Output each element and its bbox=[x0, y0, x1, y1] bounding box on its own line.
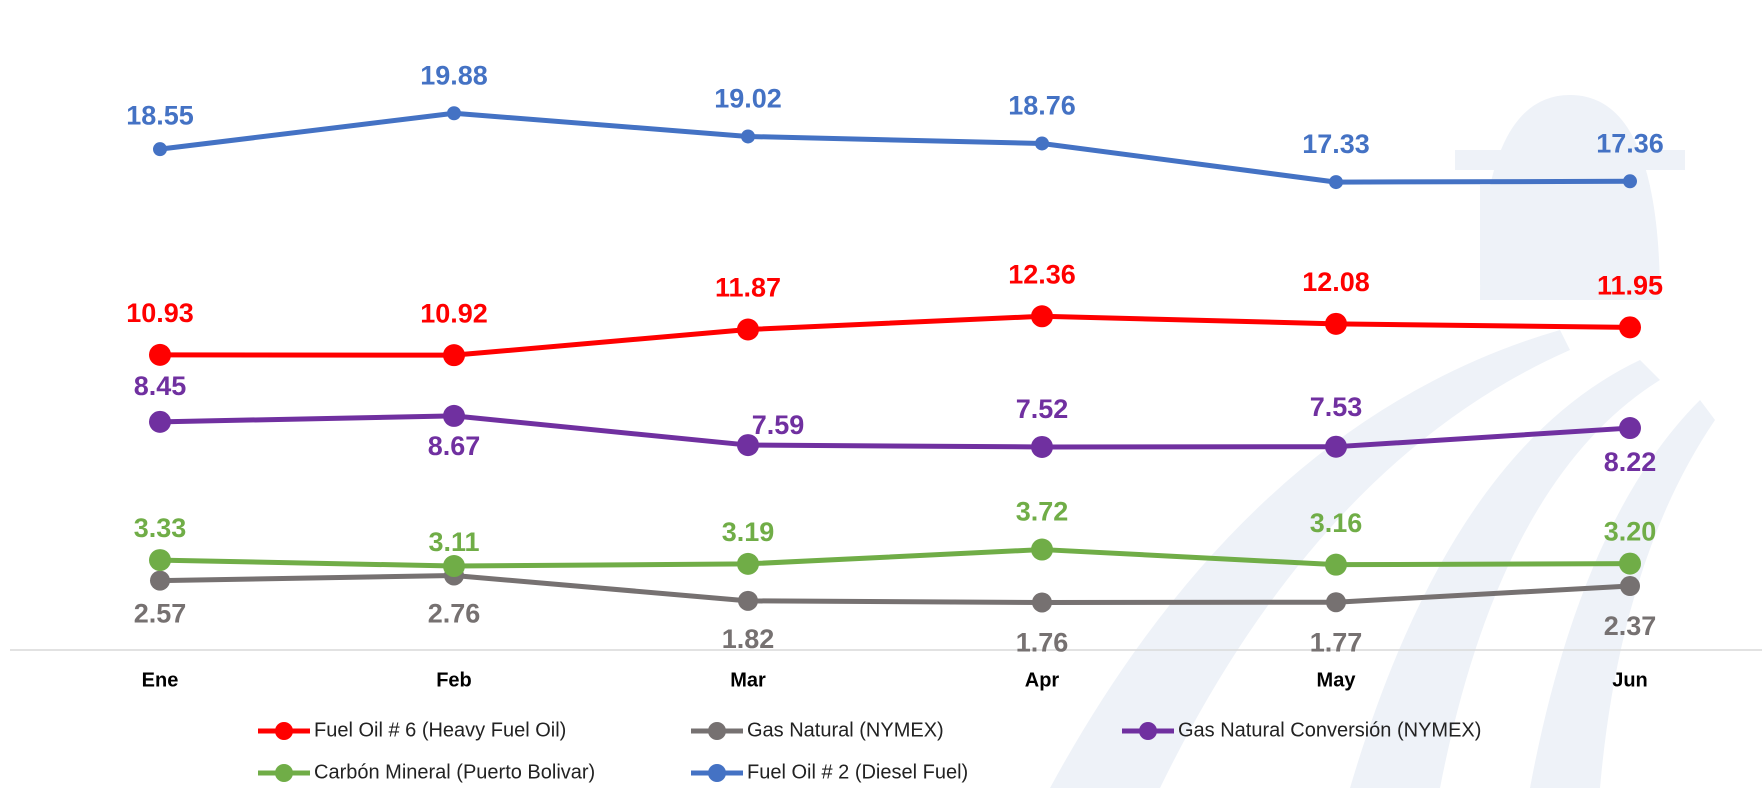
data-point bbox=[443, 405, 465, 427]
data-label: 12.08 bbox=[1302, 267, 1370, 297]
series-line bbox=[160, 316, 1630, 355]
data-point bbox=[443, 555, 465, 577]
data-point bbox=[1325, 436, 1347, 458]
data-point bbox=[1619, 553, 1641, 575]
legend-marker bbox=[1139, 722, 1157, 740]
data-point bbox=[1031, 305, 1053, 327]
data-label: 11.95 bbox=[1597, 270, 1663, 300]
series-line bbox=[160, 550, 1630, 566]
legend-label: Gas Natural Conversión (NYMEX) bbox=[1178, 719, 1481, 741]
x-tick-label: Apr bbox=[1025, 669, 1060, 691]
x-tick-label: Mar bbox=[730, 669, 766, 691]
data-point bbox=[447, 106, 461, 120]
data-point bbox=[1325, 554, 1347, 576]
data-label: 17.36 bbox=[1596, 128, 1664, 158]
data-label: 3.20 bbox=[1604, 517, 1657, 547]
data-point bbox=[737, 319, 759, 341]
data-label: 10.92 bbox=[420, 298, 488, 328]
legend-label: Gas Natural (NYMEX) bbox=[747, 719, 944, 741]
data-label: 18.76 bbox=[1008, 91, 1076, 121]
data-label: 11.87 bbox=[715, 273, 781, 303]
data-label: 3.72 bbox=[1016, 497, 1069, 527]
data-point bbox=[741, 129, 755, 143]
data-label: 8.67 bbox=[428, 431, 481, 461]
legend-marker bbox=[275, 722, 293, 740]
data-label: 18.55 bbox=[126, 100, 194, 130]
data-point bbox=[1329, 175, 1343, 189]
series-line bbox=[160, 575, 1630, 602]
data-label: 1.82 bbox=[722, 624, 775, 654]
data-label: 7.59 bbox=[752, 410, 805, 440]
data-label: 8.22 bbox=[1604, 447, 1657, 477]
data-point bbox=[149, 344, 171, 366]
data-point bbox=[1035, 136, 1049, 150]
legend-marker bbox=[275, 764, 293, 782]
data-label: 1.77 bbox=[1310, 627, 1363, 657]
data-label: 7.52 bbox=[1016, 394, 1069, 424]
data-label: 10.93 bbox=[126, 298, 194, 328]
data-label: 1.76 bbox=[1016, 628, 1069, 658]
data-point bbox=[1326, 592, 1346, 612]
data-point bbox=[1031, 539, 1053, 561]
data-label: 2.76 bbox=[428, 599, 481, 629]
data-point bbox=[150, 571, 170, 591]
data-point bbox=[1032, 592, 1052, 612]
data-point bbox=[1620, 576, 1640, 596]
data-label: 3.19 bbox=[722, 517, 775, 547]
data-label: 2.37 bbox=[1604, 611, 1657, 641]
legend-label: Carbón Mineral (Puerto Bolivar) bbox=[314, 761, 595, 783]
legend-label: Fuel Oil # 2 (Diesel Fuel) bbox=[747, 761, 968, 783]
legend-marker bbox=[708, 764, 726, 782]
data-label: 3.33 bbox=[134, 513, 187, 543]
data-point bbox=[153, 142, 167, 156]
data-point bbox=[1623, 174, 1637, 188]
data-point bbox=[1325, 313, 1347, 335]
data-point bbox=[149, 411, 171, 433]
legend-marker bbox=[708, 722, 726, 740]
data-label: 19.88 bbox=[420, 60, 488, 90]
chart: Ene Feb Mar Apr May Jun 10.93 10.92 11.87 12.36 12… bbox=[0, 0, 1762, 788]
series-line bbox=[160, 113, 1630, 182]
x-tick-label: May bbox=[1317, 669, 1357, 691]
x-tick-label: Jun bbox=[1612, 669, 1648, 691]
data-point bbox=[1619, 417, 1641, 439]
x-tick-label: Feb bbox=[436, 669, 472, 691]
data-point bbox=[738, 591, 758, 611]
data-label: 7.53 bbox=[1310, 392, 1363, 422]
data-label: 12.36 bbox=[1008, 259, 1076, 289]
data-label: 17.33 bbox=[1302, 129, 1370, 159]
data-label: 8.45 bbox=[134, 371, 187, 401]
data-label: 19.02 bbox=[714, 84, 782, 114]
data-point bbox=[443, 344, 465, 366]
data-point bbox=[1619, 316, 1641, 338]
data-label: 2.57 bbox=[134, 599, 187, 629]
data-point bbox=[149, 549, 171, 571]
data-label: 3.11 bbox=[428, 527, 479, 557]
x-tick-label: Ene bbox=[142, 669, 179, 691]
legend-label: Fuel Oil # 6 (Heavy Fuel Oil) bbox=[314, 719, 566, 741]
data-point bbox=[737, 553, 759, 575]
data-label: 3.16 bbox=[1310, 508, 1363, 538]
data-point bbox=[1031, 436, 1053, 458]
